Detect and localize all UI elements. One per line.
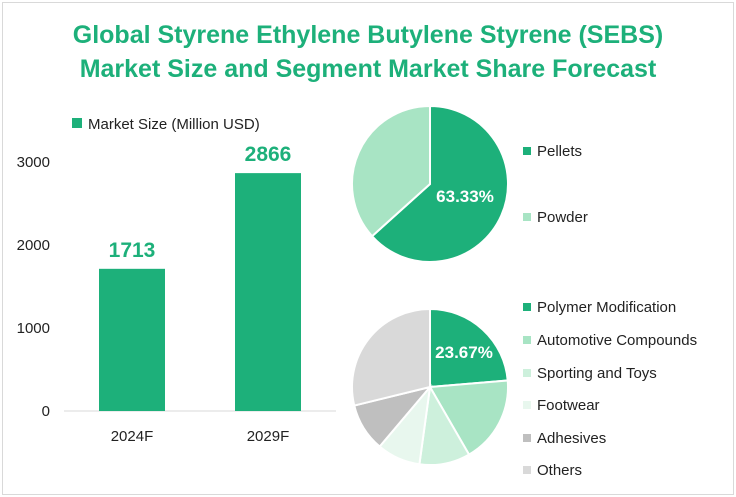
legend-swatch-adhesives <box>523 434 531 442</box>
legend-label-adhesives: Adhesives <box>537 430 606 447</box>
legend-label-others: Others <box>537 462 582 479</box>
y-tick-label: 1000 <box>17 320 50 337</box>
pie-data-label: 63.33% <box>436 187 494 206</box>
legend-label-sporting-and-toys: Sporting and Toys <box>537 365 657 382</box>
legend-swatch-powder <box>523 213 531 221</box>
pie-slice-others <box>351 307 431 407</box>
bar-legend-label: Market Size (Million USD) <box>88 116 260 133</box>
x-tick-label: 2029F <box>247 428 290 445</box>
chart-title-line-1: Global Styrene Ethylene Butylene Styrene… <box>72 21 664 49</box>
legend-label-automotive-compounds: Automotive Compounds <box>537 332 697 349</box>
x-tick-label: 2024F <box>111 428 154 445</box>
segment-pie-chart-2: 23.67% Polymer Modification Automotive Com… <box>351 299 697 479</box>
y-tick-label: 3000 <box>17 154 50 171</box>
legend-swatch-others <box>523 466 531 474</box>
bar-2029f <box>235 173 301 411</box>
chart-title-line-2: Market Size and Segment Market Share For… <box>79 55 657 83</box>
segment-pie-chart-1: 63.33% Pellets Powder <box>351 104 588 263</box>
y-tick-label: 2000 <box>17 237 50 254</box>
pie-slice-automotive-compounds <box>428 379 509 456</box>
legend-swatch-polymer-modification <box>523 303 531 311</box>
legend-swatch-automotive-compounds <box>523 336 531 344</box>
y-tick-label: 0 <box>42 403 50 420</box>
legend-swatch-footwear <box>523 401 531 409</box>
legend-swatch-sporting-and-toys <box>523 369 531 377</box>
bar-legend-swatch <box>72 118 82 128</box>
pie-slice-pellets <box>370 104 509 263</box>
bar-chart: 0 1000 2000 3000 1713 2024F 2866 2029F <box>17 143 301 445</box>
legend-label-pellets: Pellets <box>537 143 582 160</box>
legend-swatch-pellets <box>523 147 531 155</box>
legend-label-footwear: Footwear <box>537 397 600 414</box>
chart-title: Global Styrene Ethylene Butylene Styrene… <box>0 18 736 86</box>
pie-data-label: 23.67% <box>435 343 493 362</box>
bar-2024f <box>99 268 165 411</box>
bar-value-label: 2866 <box>245 143 292 166</box>
pie-slice-powder <box>351 104 431 238</box>
legend-label-polymer-modification: Polymer Modification <box>537 299 676 316</box>
pie-slice-polymer-modification <box>429 307 509 389</box>
legend-label-powder: Powder <box>537 209 588 226</box>
bar-value-label: 1713 <box>109 239 156 262</box>
